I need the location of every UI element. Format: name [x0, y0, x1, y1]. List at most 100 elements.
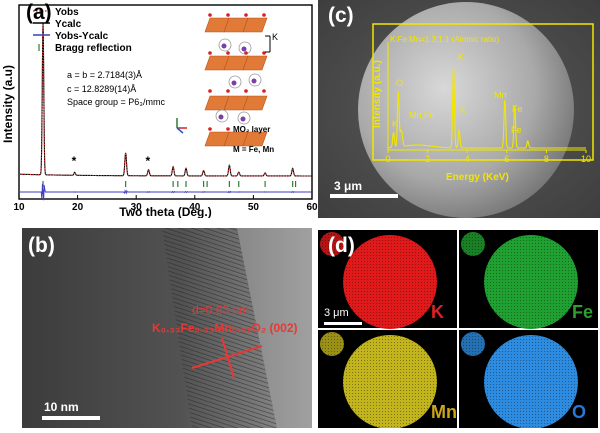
sem-image: K:Fe:Mn=1.3:1:1 (Atomic ratio) Energy (K… [318, 0, 600, 218]
mo6-octahedron [242, 17, 268, 33]
k-atom-core [241, 46, 247, 52]
eds-maps: K Fe Mn O 3 μm [318, 230, 598, 429]
eds-x-tick-label: 4 [465, 154, 470, 164]
map-o-particle [484, 335, 578, 429]
k-atom-core [231, 80, 237, 86]
o-atom [226, 51, 230, 55]
panel-b: d=0.63 nm K₀.₃₃Fe₀.₃₃Mn₀.₃₃O₂ (002) 10 n… [22, 228, 312, 428]
scale-text-b: 10 nm [44, 400, 79, 414]
eds-x-tick-label: 8 [544, 154, 549, 164]
label-m: M = Fe, Mn [233, 145, 274, 154]
particle [358, 2, 574, 218]
param-c: c = 12.8289(14)Å [67, 84, 136, 94]
k-atom-core [251, 78, 257, 84]
series-yobs [18, 22, 312, 177]
o-atom [244, 13, 248, 17]
panel-d-label: (d) [328, 234, 355, 257]
o-atom [226, 127, 230, 131]
o-atom [262, 13, 266, 17]
label-k: K [272, 32, 278, 42]
x-tick-label: 50 [248, 202, 260, 213]
legend-label: Bragg reflection [55, 43, 132, 54]
mo6-octahedron [242, 131, 268, 147]
map-fe-particle [484, 235, 578, 329]
x-tick-label: 10 [13, 202, 25, 213]
d-spacing-text: d=0.63 nm [192, 303, 249, 317]
o-atom [208, 127, 212, 131]
eds-peak-label: Mn,Fe [409, 110, 435, 120]
panel-b-label: (b) [28, 234, 55, 257]
series-yobs-ycalc [19, 183, 312, 201]
x-axis-label: Two theta (Deg.) [119, 205, 211, 218]
axis-c [176, 127, 184, 134]
x-tick-label: 40 [189, 202, 201, 213]
mo6-octahedron [242, 55, 268, 71]
eds-peak-label: Mn [494, 90, 507, 100]
y-axis-label: Intensity (a.u) [1, 65, 15, 143]
eds-xlabel: Energy (KeV) [446, 172, 509, 183]
k-atom-core [240, 116, 246, 122]
o-atom [226, 89, 230, 93]
x-tick-label: 20 [72, 202, 84, 213]
o-atom [244, 89, 248, 93]
scale-bar-b [42, 416, 100, 420]
map-small-particle [461, 332, 485, 356]
panel-c: K:Fe:Mn=1.3:1:1 (Atomic ratio) Energy (K… [318, 0, 600, 218]
eds-x-tick-label: 0 [385, 154, 390, 164]
eds-peak-label: Fe [512, 104, 523, 114]
map-k-particle [343, 235, 437, 329]
map-element-label: K [431, 302, 444, 322]
crystal-structure [176, 13, 271, 147]
impurity-asterisk: * [146, 154, 151, 168]
scale-bar-c [330, 194, 398, 198]
eds-peak-label: Fe [511, 125, 522, 135]
o-atom [226, 13, 230, 17]
panel-d: K Fe Mn O 3 μm (d) [318, 230, 600, 429]
k-atom-core [221, 43, 227, 49]
x-tick-label: 60 [306, 202, 318, 213]
eds-x-tick-label: 10 [581, 154, 591, 164]
scale-text-c: 3 μm [334, 179, 362, 193]
x-tick-label: 30 [131, 202, 143, 213]
o-atom [262, 51, 266, 55]
tem-image: d=0.63 nm K₀.₃₃Fe₀.₃₃Mn₀.₃₃O₂ (002) 10 n… [22, 228, 312, 428]
map-small-particle [320, 232, 344, 256]
eds-peak-label: K [392, 119, 398, 129]
eds-inset: K:Fe:Mn=1.3:1:1 (Atomic ratio) Energy (K… [372, 23, 594, 183]
eds-spectrum [387, 67, 586, 149]
eds-peak-label: K [458, 52, 464, 62]
legend-label: Ycalc [55, 19, 82, 30]
plane-text: K₀.₃₃Fe₀.₃₃Mn₀.₃₃O₂ (002) [152, 321, 298, 335]
o-atom [208, 13, 212, 17]
o-atom [208, 89, 212, 93]
mo6-octahedron [242, 95, 268, 111]
panel-a: * * 10 20 30 40 50 60 Two theta (Deg.) Intensity … [0, 0, 318, 219]
eds-x-tick-label: 6 [504, 154, 509, 164]
plot-frame [18, 4, 313, 200]
scale-text-d: 3 μm [324, 307, 349, 319]
o-atom [208, 51, 212, 55]
eds-peak-label: O [396, 78, 403, 88]
eds-x-tick-label: 2 [425, 154, 430, 164]
impurity-asterisk: * [72, 154, 77, 168]
legend-label: Yobs [55, 7, 79, 18]
panel-a-label: (a) [26, 1, 52, 24]
k-atom-core [218, 114, 224, 120]
eds-ratio: K:Fe:Mn=1.3:1:1 (Atomic ratio) [390, 35, 499, 44]
map-element-label: O [572, 402, 586, 422]
param-space-group: Space group = P6₃/mmc [67, 97, 165, 107]
o-atom [262, 89, 266, 93]
map-element-label: Mn [431, 402, 457, 422]
label-mo2: MO₂ layer [233, 125, 270, 134]
map-small-particle [320, 332, 344, 356]
param-ab: a = b = 2.7184(3)Å [67, 70, 142, 80]
xrd-chart: * * 10 20 30 40 50 60 Two theta (Deg.) Intensity … [1, 4, 318, 219]
map-mn-particle [343, 335, 437, 429]
map-small-particle [461, 232, 485, 256]
scale-bar-d [324, 322, 362, 325]
eds-peak-label: K [460, 105, 466, 115]
map-element-label: Fe [572, 302, 593, 322]
legend-label: Yobs-Ycalc [55, 31, 109, 42]
panel-c-label: (c) [328, 4, 354, 27]
eds-ylabel: Intensity (a.u.) [372, 60, 383, 128]
